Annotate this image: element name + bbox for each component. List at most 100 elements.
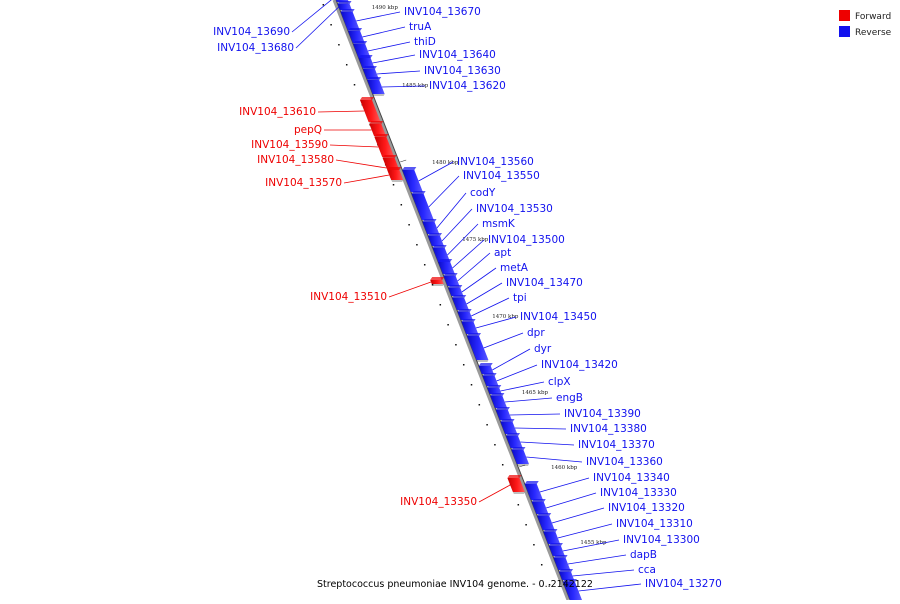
scale-tick-mark <box>400 159 407 163</box>
gene-feature <box>559 572 575 580</box>
gene-leader-line <box>578 583 642 592</box>
gene-feature-bevel <box>467 333 482 336</box>
gene-feature-bevel <box>537 513 552 516</box>
scale-dot <box>400 204 403 206</box>
gene-label: metA <box>500 262 529 274</box>
legend: Forward Reverse <box>839 10 892 38</box>
scale-dot <box>533 544 535 546</box>
gene-feature-bevel <box>428 233 443 236</box>
gene-feature <box>374 137 395 157</box>
gene-feature-shadow <box>512 492 525 494</box>
gene-label: INV104_13370 <box>578 439 655 451</box>
scale-tick-label: 1455 kbp <box>580 540 607 546</box>
gene-label: apt <box>494 247 511 259</box>
gene-leader-line <box>504 397 553 403</box>
gene-feature-bevel <box>495 407 510 410</box>
scale-dot <box>439 304 442 306</box>
gene-label: INV104_13320 <box>608 502 685 514</box>
gene-leader-line <box>557 523 613 539</box>
gene-feature-bevel <box>360 97 374 100</box>
gene-label: INV104_13360 <box>586 456 663 468</box>
scale-dot <box>462 364 465 366</box>
gene-feature <box>482 376 499 386</box>
gene-label: clpX <box>548 376 571 388</box>
gene-label: INV104_13390 <box>564 408 641 420</box>
scale-dot <box>540 564 543 566</box>
gene-label: INV104_13310 <box>616 518 693 530</box>
gene-leader-line <box>329 144 379 148</box>
gene-feature-bevel <box>524 481 539 484</box>
gene-leader-line <box>526 456 583 463</box>
gene-feature <box>495 410 512 420</box>
gene-label: INV104_13680 <box>217 42 294 54</box>
gene-feature-bevel <box>358 55 373 58</box>
gene-feature-bevel <box>382 155 397 158</box>
gene-leader-line <box>466 282 503 305</box>
gene-label: INV104_13420 <box>541 359 618 371</box>
gene-leader-line <box>572 569 635 577</box>
gene-feature <box>422 222 440 234</box>
gene-leader-line <box>381 85 426 88</box>
gene-leader-line <box>509 413 561 416</box>
scale-dot <box>338 44 340 46</box>
scale-tick-label: 1465 kbp <box>522 390 549 396</box>
gene-feature <box>461 322 479 334</box>
gene-feature-bevel <box>340 9 355 12</box>
gene-feature <box>457 312 473 320</box>
gene-label: INV104_13340 <box>593 472 670 484</box>
gene-feature-bevel <box>387 167 402 170</box>
gene-feature-bevel <box>490 393 505 396</box>
gene-label: INV104_13620 <box>429 80 506 92</box>
gene-feature-bevel <box>369 121 384 124</box>
scale-tick-label: 1480 kbp <box>432 160 459 166</box>
gene-feature-bevel <box>553 555 568 558</box>
gene-feature <box>548 546 565 556</box>
gene-feature-shadow <box>476 360 489 362</box>
legend-swatch-reverse <box>839 26 850 37</box>
gene-feature <box>358 58 375 68</box>
gene-leader-line <box>452 239 485 269</box>
gene-feature <box>360 100 381 122</box>
gene-feature <box>487 388 502 394</box>
gene-label: INV104_13640 <box>419 49 496 61</box>
gene-feature <box>553 558 571 570</box>
gene-leader-line <box>295 6 340 49</box>
gene-label: INV104_13560 <box>457 156 534 168</box>
gene-label: INV104_13670 <box>404 6 481 18</box>
scale-tick-label: 1460 kbp <box>551 465 578 471</box>
gene-label: INV104_13550 <box>463 170 540 182</box>
gene-features <box>336 0 582 602</box>
gene-feature <box>369 124 387 136</box>
gene-label: INV104_13300 <box>623 534 700 546</box>
gene-feature-bevel <box>411 191 426 194</box>
scale-dot <box>353 84 356 86</box>
gene-feature <box>500 422 518 434</box>
gene-feature <box>438 262 455 274</box>
gene-feature <box>348 31 365 43</box>
gene-feature-shadow <box>516 464 529 466</box>
gene-leader-line <box>478 484 511 503</box>
gene-label: dpr <box>527 327 545 339</box>
scale-dot <box>345 64 348 66</box>
gene-label: thiD <box>414 36 436 48</box>
scale-dot <box>494 444 496 446</box>
gene-label: INV104_13630 <box>424 65 501 77</box>
gene-label: codY <box>470 187 496 199</box>
gene-feature-shadow <box>372 94 385 96</box>
genome-backbone <box>332 0 570 601</box>
gene-label: tpi <box>513 292 527 304</box>
gene-feature <box>478 366 494 374</box>
gene-feature-bevel <box>443 273 458 276</box>
gene-feature-bevel <box>337 1 352 4</box>
scale-tick-label: 1490 kbp <box>372 5 399 11</box>
gene-feature <box>506 436 523 448</box>
gene-feature-bevel <box>452 295 467 298</box>
scale-dot <box>501 464 504 466</box>
gene-label: INV104_13470 <box>506 277 583 289</box>
gene-feature-bevel <box>482 373 497 376</box>
gene-feature-bevel <box>422 219 437 222</box>
gene-feature-bevel <box>562 579 577 582</box>
scale-dot <box>322 4 325 6</box>
gene-feature-bevel <box>507 475 522 478</box>
gene-leader-line <box>475 316 517 329</box>
